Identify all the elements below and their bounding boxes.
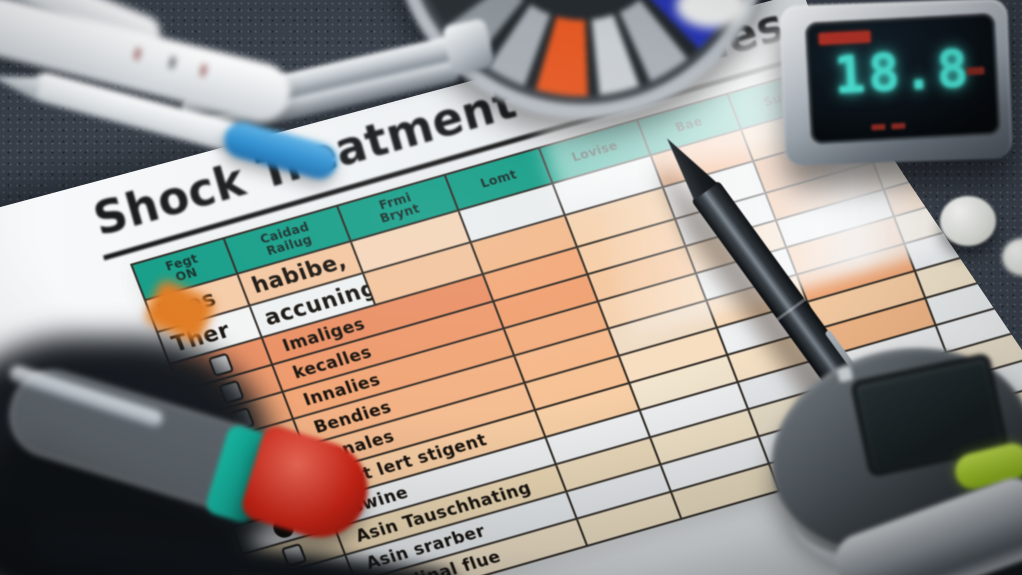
white-tablet — [940, 196, 996, 246]
digital-glucose-meter: 18.8 — [779, 0, 1013, 166]
pen-marking — [134, 47, 141, 61]
pen-marking — [169, 56, 176, 69]
meter-brand-label — [818, 30, 871, 46]
meter-unit-mark — [966, 66, 985, 76]
meter-tick — [871, 123, 886, 131]
pen-marking — [200, 64, 207, 77]
meter-drop-icon — [836, 365, 854, 383]
dial-center — [490, 0, 674, 20]
meter-tick — [891, 122, 906, 130]
meter-screen: 18.8 — [804, 12, 1001, 145]
